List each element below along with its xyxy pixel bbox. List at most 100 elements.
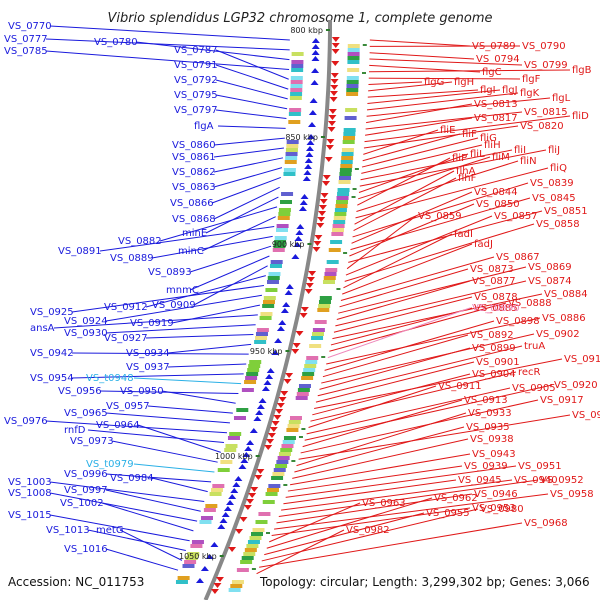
forward-strand-feature [328,109,337,114]
analysis-band-right [344,116,357,120]
analysis-band-left [254,340,267,344]
analysis-band-left [262,300,275,304]
analysis-band-left [210,488,223,492]
reverse-strand-feature [307,122,316,127]
reverse-strand-feature [205,554,214,559]
leader-line-right [353,177,457,232]
analysis-band-left [205,504,218,508]
gene-labels: VS_0770 VS_0777 VS_0780 VS_0785 VS_0787 VS_07… [4,21,600,555]
analysis-band-left [229,432,242,436]
leader-line-right [310,371,517,422]
forward-strand-feature [325,145,334,150]
leader-line-left [111,440,218,463]
analysis-band-left [199,520,212,524]
forward-strand-feature [308,271,317,276]
analysis-band-right [258,512,271,516]
analysis-band-right [230,584,243,588]
analysis-band-left [246,372,259,376]
ruler: 800 kbp 850 kbp 900 kbp 950 kbp 1000 kbp 1050… [179,26,330,561]
leader-line-right [306,387,511,435]
gene-label-right: VS_0857 [494,211,538,222]
analysis-band-right [340,164,353,168]
gene-label-left: VS_0797 [174,105,218,116]
leader-line-left [119,529,183,561]
analysis-band-right [336,200,349,204]
gc-tick [283,484,288,486]
analysis-band-right [323,276,336,280]
forward-strand-feature [316,223,325,228]
leader-line-right [314,358,563,409]
analysis-band-right [342,140,355,144]
reverse-strand-feature [217,524,226,529]
analysis-band-right [228,588,241,592]
analysis-band-right [312,328,325,332]
leader-line-right [304,384,553,441]
forward-strand-feature [256,469,265,474]
leader-line-right [271,507,471,537]
analysis-band-right [336,196,349,200]
ruler-tick [285,350,290,352]
analysis-band-left [291,68,304,72]
gc-tick [321,356,326,358]
forward-strand-feature [318,205,327,210]
gene-label-right: truA [524,341,545,352]
reverse-strand-feature [311,68,320,73]
ruler-tick [219,555,224,557]
leader-line-right [300,399,539,454]
reverse-strand-feature [304,158,313,163]
leader-line-right [369,52,475,60]
analysis-band-left [283,168,296,172]
reverse-strand-feature [284,290,293,295]
reverse-strand-feature [219,518,228,523]
forward-strand-feature [330,85,339,90]
forward-strand-feature [243,505,252,510]
leader-line-right [266,497,433,549]
analysis-band-left [227,436,240,440]
analysis-band-left [276,224,289,228]
analysis-band-right [317,308,330,312]
gene-label-right: VS_0946 [474,489,518,500]
reverse-strand-feature [228,494,237,499]
gene-label-right: VS_0955 [426,508,470,519]
gene-label-right: fliH [484,140,501,151]
analysis-band-left [187,552,200,556]
gene-label-right: VS_0877 [472,276,516,287]
analysis-band-right [231,580,244,584]
leader-line-right [366,97,551,117]
gene-label-left: VS_0950 [120,386,164,397]
gene-label-left: minE [182,228,207,239]
reverse-strand-feature [285,284,294,289]
gene-label-left: VS_0860 [172,140,216,151]
analysis-band-left [290,92,303,96]
analysis-band-right [340,160,353,164]
leader-line-right [369,58,523,66]
leader-line-left [151,235,273,259]
forward-strand-feature [319,199,328,204]
analysis-band-right [347,60,360,64]
gene-label-left: VS_0997 [64,485,108,496]
analysis-band-left [270,260,283,264]
leader-line-left [45,420,228,434]
reverse-strand-feature [303,170,312,175]
leader-line-left [213,147,285,158]
leader-line-left [145,275,266,308]
forward-strand-feature [248,493,257,498]
ruler-tick [255,455,260,457]
analysis-band-right [286,428,299,432]
gene-label-right: fliM [492,152,510,163]
analysis-band-left [244,380,257,384]
analysis-band-right [333,220,346,224]
leader-line-right [264,512,425,556]
analysis-band-right [343,136,356,140]
gene-label-right: VS_0920 [554,380,598,391]
leader-line-right [330,307,473,346]
forward-strand-feature [330,79,339,84]
gene-label-left: VS_0942 [30,348,74,359]
leader-line-right [339,268,469,308]
leader-line-left [99,226,275,252]
leader-line-left [201,216,276,252]
leader-line-right [363,129,439,155]
gene-label-left: VS_0861 [172,152,216,163]
analysis-band-left [273,244,286,248]
leader-line-right [361,137,479,168]
